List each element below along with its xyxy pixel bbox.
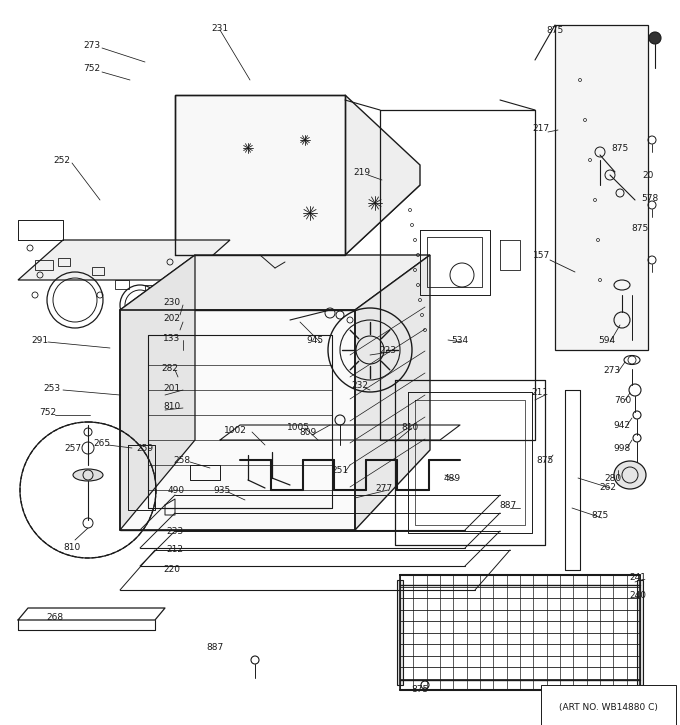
Bar	[92, 267, 104, 275]
Text: 133: 133	[163, 334, 181, 342]
Text: 282: 282	[162, 363, 178, 373]
Text: 578: 578	[641, 194, 659, 202]
Text: 258: 258	[173, 455, 190, 465]
Text: 251: 251	[331, 465, 349, 474]
Text: 262: 262	[600, 483, 617, 492]
Text: 1005: 1005	[286, 423, 309, 431]
Text: 875: 875	[592, 510, 609, 520]
Text: 998: 998	[613, 444, 630, 452]
Text: 265: 265	[93, 439, 111, 447]
Polygon shape	[345, 95, 420, 255]
Bar	[427, 237, 482, 287]
Polygon shape	[120, 255, 430, 310]
Text: 277: 277	[375, 484, 392, 492]
Text: 232: 232	[352, 381, 369, 389]
Text: 875: 875	[537, 455, 554, 465]
Text: 875: 875	[411, 686, 428, 695]
Text: 887: 887	[206, 644, 224, 652]
Bar	[637, 580, 643, 685]
Text: 809: 809	[299, 428, 317, 436]
Bar	[145, 285, 159, 294]
Ellipse shape	[614, 461, 646, 489]
Text: 219: 219	[354, 167, 371, 176]
Text: 875: 875	[611, 144, 628, 152]
Text: 252: 252	[54, 155, 71, 165]
Text: 257: 257	[65, 444, 82, 452]
Text: 810: 810	[401, 423, 419, 431]
Text: 942: 942	[613, 420, 630, 429]
Polygon shape	[355, 255, 430, 530]
Text: 280: 280	[605, 473, 622, 483]
Polygon shape	[120, 255, 195, 530]
Text: 259: 259	[137, 444, 154, 452]
Text: 253: 253	[44, 384, 61, 392]
Polygon shape	[18, 240, 230, 280]
Text: 230: 230	[163, 297, 181, 307]
Polygon shape	[120, 310, 355, 530]
Text: 490: 490	[167, 486, 184, 494]
Text: 752: 752	[39, 407, 56, 416]
Text: 217: 217	[532, 123, 549, 133]
Text: 887: 887	[499, 500, 517, 510]
Text: 223: 223	[379, 346, 396, 355]
Text: 212: 212	[167, 545, 184, 555]
Bar	[150, 426, 162, 440]
Bar	[397, 580, 403, 685]
Text: 594: 594	[598, 336, 615, 344]
Polygon shape	[175, 185, 420, 255]
Text: 875: 875	[631, 223, 649, 233]
Bar	[115, 280, 129, 289]
Text: 752: 752	[84, 64, 101, 72]
Text: 241: 241	[630, 573, 647, 581]
Text: 220: 220	[163, 566, 180, 574]
Text: 201: 201	[163, 384, 181, 392]
Circle shape	[649, 32, 661, 44]
Text: 935: 935	[214, 486, 231, 494]
Text: 875: 875	[546, 25, 564, 35]
Bar	[58, 258, 70, 266]
Text: 810: 810	[163, 402, 181, 410]
Polygon shape	[175, 95, 345, 255]
Text: 1002: 1002	[224, 426, 246, 434]
Text: 489: 489	[443, 473, 460, 483]
Text: 20: 20	[643, 170, 653, 180]
Bar	[150, 370, 162, 388]
Text: 273: 273	[84, 41, 101, 49]
Text: 760: 760	[614, 396, 632, 405]
Text: (ART NO. WB14880 C): (ART NO. WB14880 C)	[559, 703, 658, 712]
Text: 233: 233	[167, 528, 184, 536]
Ellipse shape	[73, 469, 103, 481]
Text: 240: 240	[630, 590, 647, 600]
Bar	[150, 400, 162, 416]
Text: 810: 810	[63, 544, 81, 552]
Text: 534: 534	[452, 336, 469, 344]
Text: 202: 202	[163, 313, 180, 323]
Text: 211: 211	[532, 387, 549, 397]
Text: 268: 268	[46, 613, 63, 623]
Text: 231: 231	[211, 23, 228, 33]
Bar	[35, 260, 53, 270]
Text: 945: 945	[307, 336, 324, 344]
Polygon shape	[555, 25, 648, 350]
Text: 157: 157	[533, 251, 551, 260]
Text: 291: 291	[31, 336, 48, 344]
Text: 273: 273	[603, 365, 621, 375]
